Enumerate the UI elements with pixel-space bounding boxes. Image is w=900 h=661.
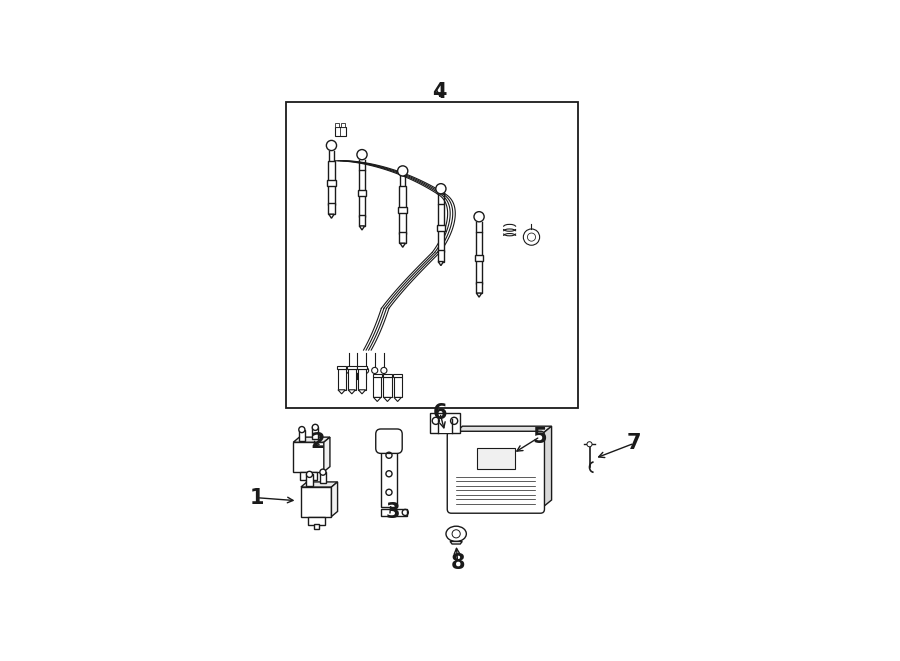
Bar xyxy=(399,207,407,214)
Bar xyxy=(359,170,365,217)
Bar xyxy=(477,448,515,469)
Polygon shape xyxy=(358,390,365,394)
FancyBboxPatch shape xyxy=(447,431,544,513)
Polygon shape xyxy=(293,437,330,442)
Bar xyxy=(320,472,326,483)
Bar xyxy=(301,487,331,516)
Polygon shape xyxy=(400,243,405,247)
Circle shape xyxy=(320,469,326,475)
Bar xyxy=(429,412,460,433)
Bar xyxy=(373,374,382,377)
Bar xyxy=(400,186,406,234)
Circle shape xyxy=(363,368,369,373)
Circle shape xyxy=(299,426,305,433)
Text: 5: 5 xyxy=(533,426,547,447)
Circle shape xyxy=(312,424,319,430)
Bar xyxy=(358,369,366,390)
Polygon shape xyxy=(324,437,330,472)
Bar xyxy=(357,366,366,369)
Polygon shape xyxy=(394,397,401,401)
Circle shape xyxy=(436,184,446,194)
Bar xyxy=(312,428,319,438)
Text: 4: 4 xyxy=(433,82,447,102)
Bar xyxy=(293,442,324,472)
Bar xyxy=(347,369,356,390)
Bar xyxy=(437,204,445,253)
Bar xyxy=(476,232,482,284)
Text: 3: 3 xyxy=(385,502,400,522)
Bar xyxy=(285,102,579,408)
Bar xyxy=(306,475,312,486)
Polygon shape xyxy=(451,426,552,436)
Bar xyxy=(381,509,407,516)
Circle shape xyxy=(346,368,352,373)
Bar xyxy=(314,524,319,529)
Polygon shape xyxy=(348,390,356,394)
Ellipse shape xyxy=(446,526,466,541)
Bar xyxy=(306,479,311,484)
Bar xyxy=(382,374,392,377)
Polygon shape xyxy=(359,226,364,230)
Bar xyxy=(341,123,346,127)
Bar xyxy=(476,282,482,293)
Bar xyxy=(393,374,402,377)
Polygon shape xyxy=(328,214,334,218)
Circle shape xyxy=(372,368,378,373)
Bar xyxy=(374,377,382,397)
Circle shape xyxy=(381,368,387,373)
Polygon shape xyxy=(540,426,552,509)
Bar xyxy=(359,215,365,226)
Bar xyxy=(328,180,336,186)
Bar xyxy=(383,377,392,397)
Text: 1: 1 xyxy=(249,488,264,508)
Bar xyxy=(308,516,325,525)
Circle shape xyxy=(306,471,312,477)
Circle shape xyxy=(398,166,408,176)
Bar xyxy=(328,161,335,205)
Bar xyxy=(357,190,366,196)
Circle shape xyxy=(523,229,540,245)
Polygon shape xyxy=(450,541,463,544)
Text: 7: 7 xyxy=(627,433,642,453)
Polygon shape xyxy=(301,482,338,487)
FancyBboxPatch shape xyxy=(375,429,402,453)
Bar xyxy=(338,369,346,390)
Bar xyxy=(400,232,406,243)
Bar xyxy=(393,377,401,397)
Bar xyxy=(381,441,397,507)
Bar xyxy=(436,225,446,231)
Polygon shape xyxy=(438,262,444,266)
Bar xyxy=(437,251,445,262)
Bar xyxy=(347,366,356,369)
Polygon shape xyxy=(338,390,346,394)
Bar xyxy=(335,123,339,127)
Bar xyxy=(337,366,347,369)
Bar xyxy=(475,255,483,261)
Bar xyxy=(299,430,305,441)
Text: 2: 2 xyxy=(310,432,325,451)
Text: 8: 8 xyxy=(450,553,465,573)
Circle shape xyxy=(354,368,360,373)
Bar xyxy=(328,203,335,214)
Polygon shape xyxy=(476,293,482,297)
Bar xyxy=(335,127,346,136)
Circle shape xyxy=(327,140,337,151)
Polygon shape xyxy=(374,397,381,401)
Circle shape xyxy=(474,212,484,222)
Bar xyxy=(438,419,452,433)
Circle shape xyxy=(357,149,367,160)
Text: 6: 6 xyxy=(433,403,447,422)
Circle shape xyxy=(587,442,592,447)
Polygon shape xyxy=(383,397,392,401)
Polygon shape xyxy=(331,482,338,516)
Bar xyxy=(301,472,317,480)
